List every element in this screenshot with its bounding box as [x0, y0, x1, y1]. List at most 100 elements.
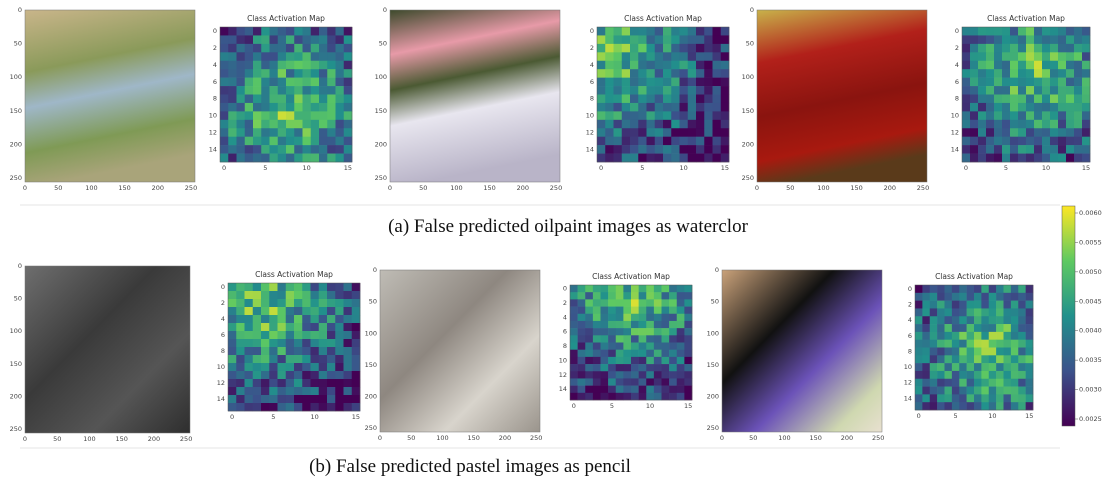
cam-cell [335, 323, 344, 332]
cam-cell [638, 94, 647, 104]
cam-cell [922, 300, 931, 309]
cam-cell [937, 347, 945, 356]
cam-cell [981, 300, 990, 309]
cam-cell [585, 378, 594, 386]
cam-cell [922, 363, 931, 372]
tick-label: 0 [750, 6, 754, 14]
cam-cell [986, 102, 995, 112]
cam-cell [335, 299, 344, 308]
cam-cell [236, 128, 246, 137]
cam-cell [1066, 27, 1075, 36]
cam-cell [592, 328, 601, 336]
cam-cell [294, 331, 303, 340]
cam-cell [318, 283, 328, 292]
cam-cell [244, 153, 254, 163]
cam-cell [351, 363, 361, 372]
cam-cell [687, 86, 697, 95]
cam-cell [663, 86, 672, 95]
cam-cell [252, 323, 262, 332]
cam-cell [1050, 27, 1059, 36]
cam-cell [951, 363, 960, 372]
cam-cell [679, 102, 689, 112]
cam-cell [600, 392, 609, 401]
cam-cell [302, 69, 312, 78]
cam-cell [687, 35, 697, 45]
cam-cell [679, 86, 689, 95]
cam-cell [1025, 347, 1034, 356]
tick-label: 2 [213, 44, 217, 52]
tick-label: 4 [213, 61, 217, 69]
tick-label: 4 [563, 313, 567, 321]
cam-cell [253, 35, 262, 45]
cam-cell [285, 331, 295, 340]
cam-cell [712, 128, 722, 137]
cam-cell [1050, 94, 1059, 104]
tick-label: 0.0025 [1079, 415, 1102, 423]
cam-cell [277, 323, 287, 332]
tick-label: 150 [707, 361, 719, 369]
cam-cell [228, 60, 237, 70]
cam-cell [310, 35, 320, 45]
cam-cell [319, 111, 328, 121]
cam-cell [981, 308, 990, 317]
cam-cell [1082, 35, 1091, 45]
cam-cell [244, 323, 254, 332]
cam-cell [654, 128, 664, 137]
cam-cell [1042, 128, 1051, 137]
cam-cell [630, 69, 639, 78]
cam-cell [236, 323, 245, 332]
cam-cell [1010, 43, 1019, 53]
cam-cell [1050, 77, 1059, 87]
cam-cell [277, 395, 287, 404]
cam-title: Class Activation Map [935, 272, 1013, 281]
cam-cell [228, 403, 237, 412]
cam-cell [684, 392, 693, 401]
cam-cell [343, 307, 353, 316]
cam-cell [1018, 69, 1027, 78]
cam-cell [996, 402, 1004, 411]
cam-cell [253, 153, 262, 163]
tick-label: 0 [715, 266, 719, 274]
cam-cell [1066, 94, 1075, 104]
cam-cell [1010, 347, 1019, 356]
cam-cell [310, 371, 320, 380]
cam-cell [1002, 136, 1011, 146]
cam-cell [986, 35, 995, 45]
cam-cell [1066, 86, 1075, 95]
cam-cell [653, 299, 662, 307]
cam-cell [294, 363, 303, 372]
cam-cell [597, 102, 606, 112]
cam-cell [929, 316, 938, 325]
cam-cell [253, 60, 262, 70]
cam-cell [570, 335, 578, 343]
cam-cell [302, 339, 311, 348]
cam-cell [676, 342, 685, 350]
tick-label: 50 [379, 40, 387, 48]
cam-cell [343, 283, 353, 292]
cam-cell [986, 52, 995, 62]
cam-cell [597, 136, 606, 146]
cam-cell [310, 94, 320, 104]
cam-cell [1002, 43, 1011, 53]
cam-cell [646, 285, 655, 293]
cam-cell [646, 378, 655, 386]
cam-cell [970, 128, 979, 137]
cam-title: Class Activation Map [247, 14, 325, 23]
cam-cell [981, 331, 990, 340]
cam-cell [597, 128, 606, 137]
cam-cell [720, 35, 730, 45]
cam-cell [970, 69, 979, 78]
cam-cell [252, 387, 262, 396]
cam-cell [1050, 102, 1059, 112]
cam-cell [944, 370, 953, 380]
cam-cell [638, 145, 647, 154]
cam-cell [646, 385, 655, 394]
cam-cell [244, 69, 254, 78]
cam-cell [669, 342, 678, 350]
cam-cell [687, 60, 697, 70]
cam-cell [646, 313, 655, 322]
cam-cell [327, 136, 336, 146]
cam-cell [944, 386, 953, 395]
cam-cell [1010, 111, 1019, 121]
cam-cell [294, 153, 303, 163]
